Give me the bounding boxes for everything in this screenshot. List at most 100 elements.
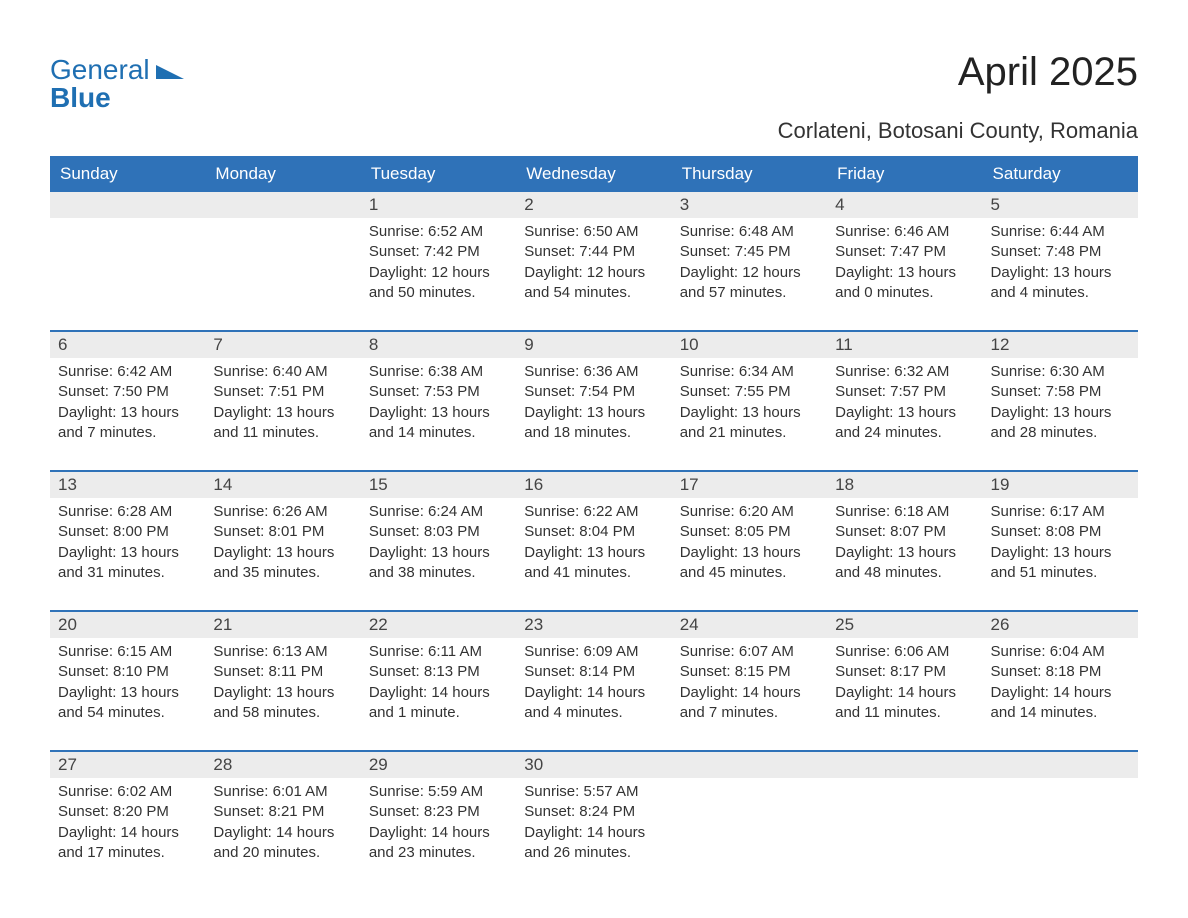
sunset-text: Sunset: 7:44 PM (524, 242, 665, 262)
sunset-text: Sunset: 8:01 PM (213, 522, 354, 542)
day-number: 4 (827, 192, 982, 218)
daylight-line1: Daylight: 13 hours (991, 403, 1132, 423)
sunrise-text: Sunrise: 6:24 AM (369, 502, 510, 522)
sunset-text: Sunset: 7:50 PM (58, 382, 199, 402)
sunset-text: Sunset: 7:47 PM (835, 242, 976, 262)
daylight-line2: and 26 minutes. (524, 843, 665, 863)
calendar-day: 24Sunrise: 6:07 AMSunset: 8:15 PMDayligh… (672, 612, 827, 732)
daylight-line2: and 38 minutes. (369, 563, 510, 583)
sunrise-text: Sunrise: 5:57 AM (524, 782, 665, 802)
brand-line1: General (50, 54, 150, 85)
daylight-line1: Daylight: 12 hours (369, 263, 510, 283)
day-header: Saturday (983, 156, 1138, 192)
sunrise-text: Sunrise: 6:02 AM (58, 782, 199, 802)
calendar-day: 13Sunrise: 6:28 AMSunset: 8:00 PMDayligh… (50, 472, 205, 592)
daylight-line1: Daylight: 13 hours (213, 543, 354, 563)
sunrise-text: Sunrise: 6:52 AM (369, 222, 510, 242)
weeks-container: 1Sunrise: 6:52 AMSunset: 7:42 PMDaylight… (50, 192, 1138, 872)
day-number: 5 (983, 192, 1138, 218)
calendar: Sunday Monday Tuesday Wednesday Thursday… (50, 156, 1138, 872)
sunrise-text: Sunrise: 6:36 AM (524, 362, 665, 382)
daylight-line2: and 50 minutes. (369, 283, 510, 303)
daylight-line2: and 48 minutes. (835, 563, 976, 583)
day-content: Sunrise: 6:22 AMSunset: 8:04 PMDaylight:… (522, 502, 665, 583)
sunrise-text: Sunrise: 6:34 AM (680, 362, 821, 382)
day-number: 12 (983, 332, 1138, 358)
sunrise-text: Sunrise: 6:04 AM (991, 642, 1132, 662)
daylight-line2: and 4 minutes. (991, 283, 1132, 303)
day-header: Tuesday (361, 156, 516, 192)
sunset-text: Sunset: 8:03 PM (369, 522, 510, 542)
daylight-line1: Daylight: 13 hours (213, 403, 354, 423)
sunset-text: Sunset: 7:55 PM (680, 382, 821, 402)
sunrise-text: Sunrise: 6:40 AM (213, 362, 354, 382)
sunset-text: Sunset: 7:53 PM (369, 382, 510, 402)
daylight-line2: and 11 minutes. (213, 423, 354, 443)
calendar-day: 27Sunrise: 6:02 AMSunset: 8:20 PMDayligh… (50, 752, 205, 872)
daylight-line2: and 14 minutes. (991, 703, 1132, 723)
day-content: Sunrise: 6:07 AMSunset: 8:15 PMDaylight:… (678, 642, 821, 723)
daylight-line2: and 35 minutes. (213, 563, 354, 583)
sunset-text: Sunset: 8:00 PM (58, 522, 199, 542)
daylight-line2: and 7 minutes. (58, 423, 199, 443)
day-content: Sunrise: 5:59 AMSunset: 8:23 PMDaylight:… (367, 782, 510, 863)
calendar-day: 30Sunrise: 5:57 AMSunset: 8:24 PMDayligh… (516, 752, 671, 872)
sunrise-text: Sunrise: 6:42 AM (58, 362, 199, 382)
sunrise-text: Sunrise: 6:44 AM (991, 222, 1132, 242)
daylight-line1: Daylight: 13 hours (680, 543, 821, 563)
day-header: Thursday (672, 156, 827, 192)
sunrise-text: Sunrise: 6:22 AM (524, 502, 665, 522)
daylight-line2: and 23 minutes. (369, 843, 510, 863)
daylight-line2: and 54 minutes. (524, 283, 665, 303)
calendar-day (205, 192, 360, 312)
sunrise-text: Sunrise: 6:13 AM (213, 642, 354, 662)
calendar-week: 27Sunrise: 6:02 AMSunset: 8:20 PMDayligh… (50, 750, 1138, 872)
day-number: 18 (827, 472, 982, 498)
daylight-line1: Daylight: 14 hours (835, 683, 976, 703)
daylight-line2: and 28 minutes. (991, 423, 1132, 443)
sunset-text: Sunset: 8:05 PM (680, 522, 821, 542)
daylight-line1: Daylight: 13 hours (58, 683, 199, 703)
brand-triangle-icon (156, 56, 184, 84)
sunrise-text: Sunrise: 6:18 AM (835, 502, 976, 522)
daylight-line2: and 58 minutes. (213, 703, 354, 723)
sunrise-text: Sunrise: 6:11 AM (369, 642, 510, 662)
sunrise-text: Sunrise: 6:26 AM (213, 502, 354, 522)
sunrise-text: Sunrise: 6:38 AM (369, 362, 510, 382)
day-number: 16 (516, 472, 671, 498)
day-number: 27 (50, 752, 205, 778)
day-content: Sunrise: 6:42 AMSunset: 7:50 PMDaylight:… (56, 362, 199, 443)
sunset-text: Sunset: 8:23 PM (369, 802, 510, 822)
daylight-line1: Daylight: 13 hours (680, 403, 821, 423)
daylight-line1: Daylight: 13 hours (58, 543, 199, 563)
day-header: Wednesday (516, 156, 671, 192)
top-row: General Blue April 2025 (50, 50, 1138, 112)
day-number: 20 (50, 612, 205, 638)
day-number: 17 (672, 472, 827, 498)
day-number: 14 (205, 472, 360, 498)
calendar-day: 4Sunrise: 6:46 AMSunset: 7:47 PMDaylight… (827, 192, 982, 312)
daylight-line2: and 18 minutes. (524, 423, 665, 443)
daylight-line1: Daylight: 13 hours (369, 403, 510, 423)
daylight-line2: and 11 minutes. (835, 703, 976, 723)
sunset-text: Sunset: 7:57 PM (835, 382, 976, 402)
calendar-week: 1Sunrise: 6:52 AMSunset: 7:42 PMDaylight… (50, 192, 1138, 312)
sunset-text: Sunset: 8:14 PM (524, 662, 665, 682)
calendar-day: 25Sunrise: 6:06 AMSunset: 8:17 PMDayligh… (827, 612, 982, 732)
daylight-line1: Daylight: 13 hours (991, 543, 1132, 563)
sunset-text: Sunset: 7:48 PM (991, 242, 1132, 262)
calendar-day: 7Sunrise: 6:40 AMSunset: 7:51 PMDaylight… (205, 332, 360, 452)
daylight-line1: Daylight: 12 hours (680, 263, 821, 283)
day-content: Sunrise: 6:48 AMSunset: 7:45 PMDaylight:… (678, 222, 821, 303)
daylight-line2: and 17 minutes. (58, 843, 199, 863)
daylight-line2: and 41 minutes. (524, 563, 665, 583)
sunrise-text: Sunrise: 5:59 AM (369, 782, 510, 802)
calendar-day: 21Sunrise: 6:13 AMSunset: 8:11 PMDayligh… (205, 612, 360, 732)
day-number: 2 (516, 192, 671, 218)
calendar-day (827, 752, 982, 872)
sunset-text: Sunset: 7:58 PM (991, 382, 1132, 402)
day-number (672, 752, 827, 778)
calendar-day: 2Sunrise: 6:50 AMSunset: 7:44 PMDaylight… (516, 192, 671, 312)
sunrise-text: Sunrise: 6:09 AM (524, 642, 665, 662)
sunset-text: Sunset: 7:51 PM (213, 382, 354, 402)
